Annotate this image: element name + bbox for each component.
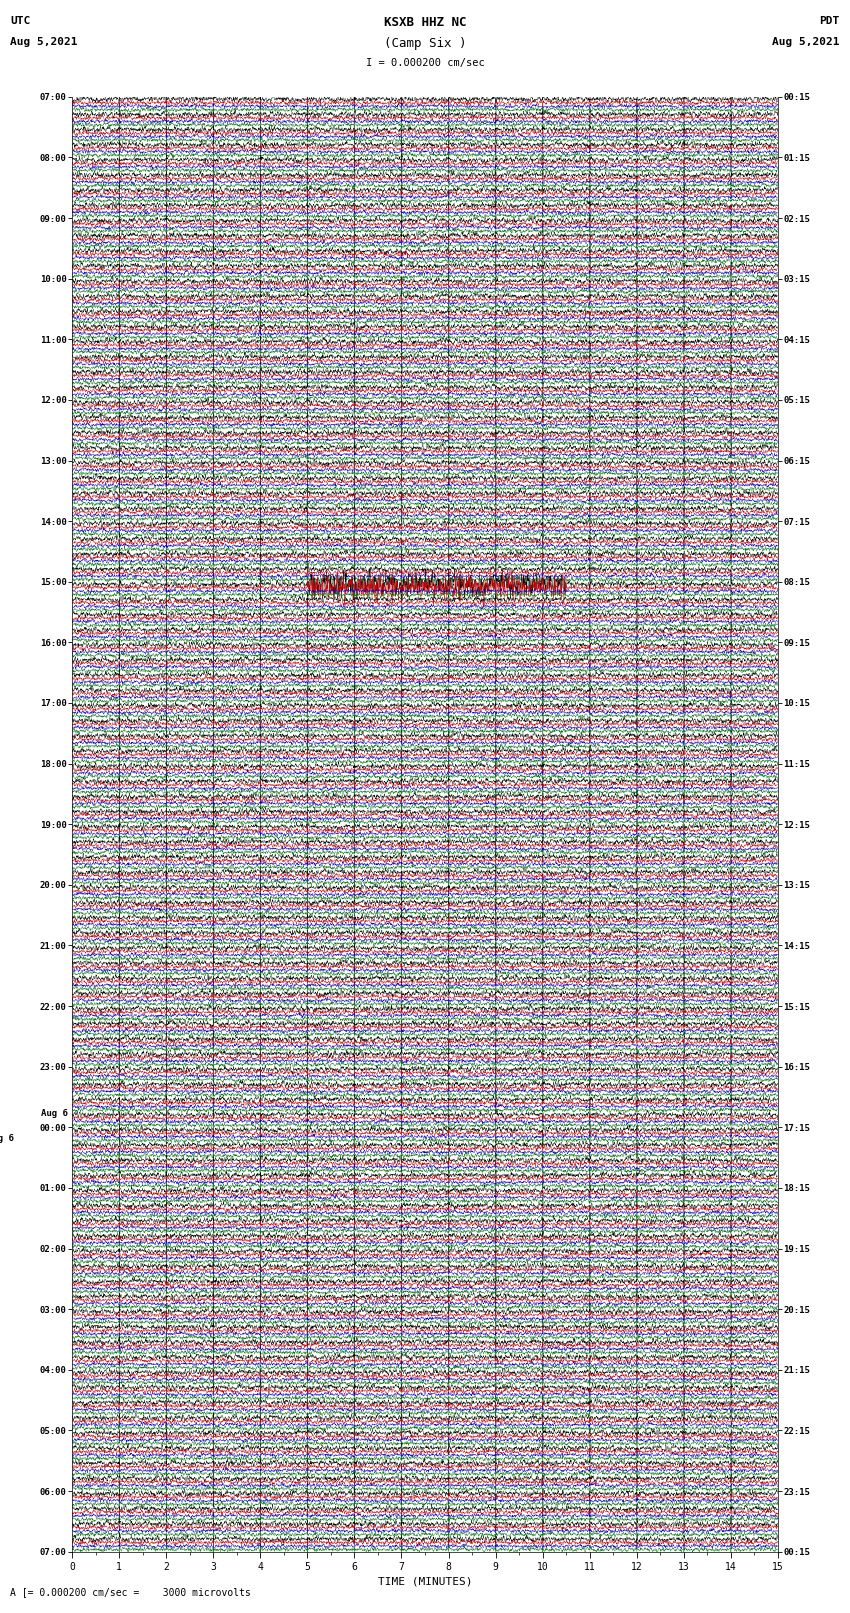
Text: KSXB HHZ NC: KSXB HHZ NC (383, 16, 467, 29)
X-axis label: TIME (MINUTES): TIME (MINUTES) (377, 1576, 473, 1586)
Text: Aug 6: Aug 6 (0, 1134, 14, 1144)
Text: A [= 0.000200 cm/sec =    3000 microvolts: A [= 0.000200 cm/sec = 3000 microvolts (10, 1587, 251, 1597)
Text: Aug 6: Aug 6 (41, 1108, 68, 1118)
Text: Aug 5,2021: Aug 5,2021 (773, 37, 840, 47)
Text: UTC: UTC (10, 16, 31, 26)
Text: (Camp Six ): (Camp Six ) (383, 37, 467, 50)
Text: I = 0.000200 cm/sec: I = 0.000200 cm/sec (366, 58, 484, 68)
Text: Aug 5,2021: Aug 5,2021 (10, 37, 77, 47)
Text: PDT: PDT (819, 16, 840, 26)
